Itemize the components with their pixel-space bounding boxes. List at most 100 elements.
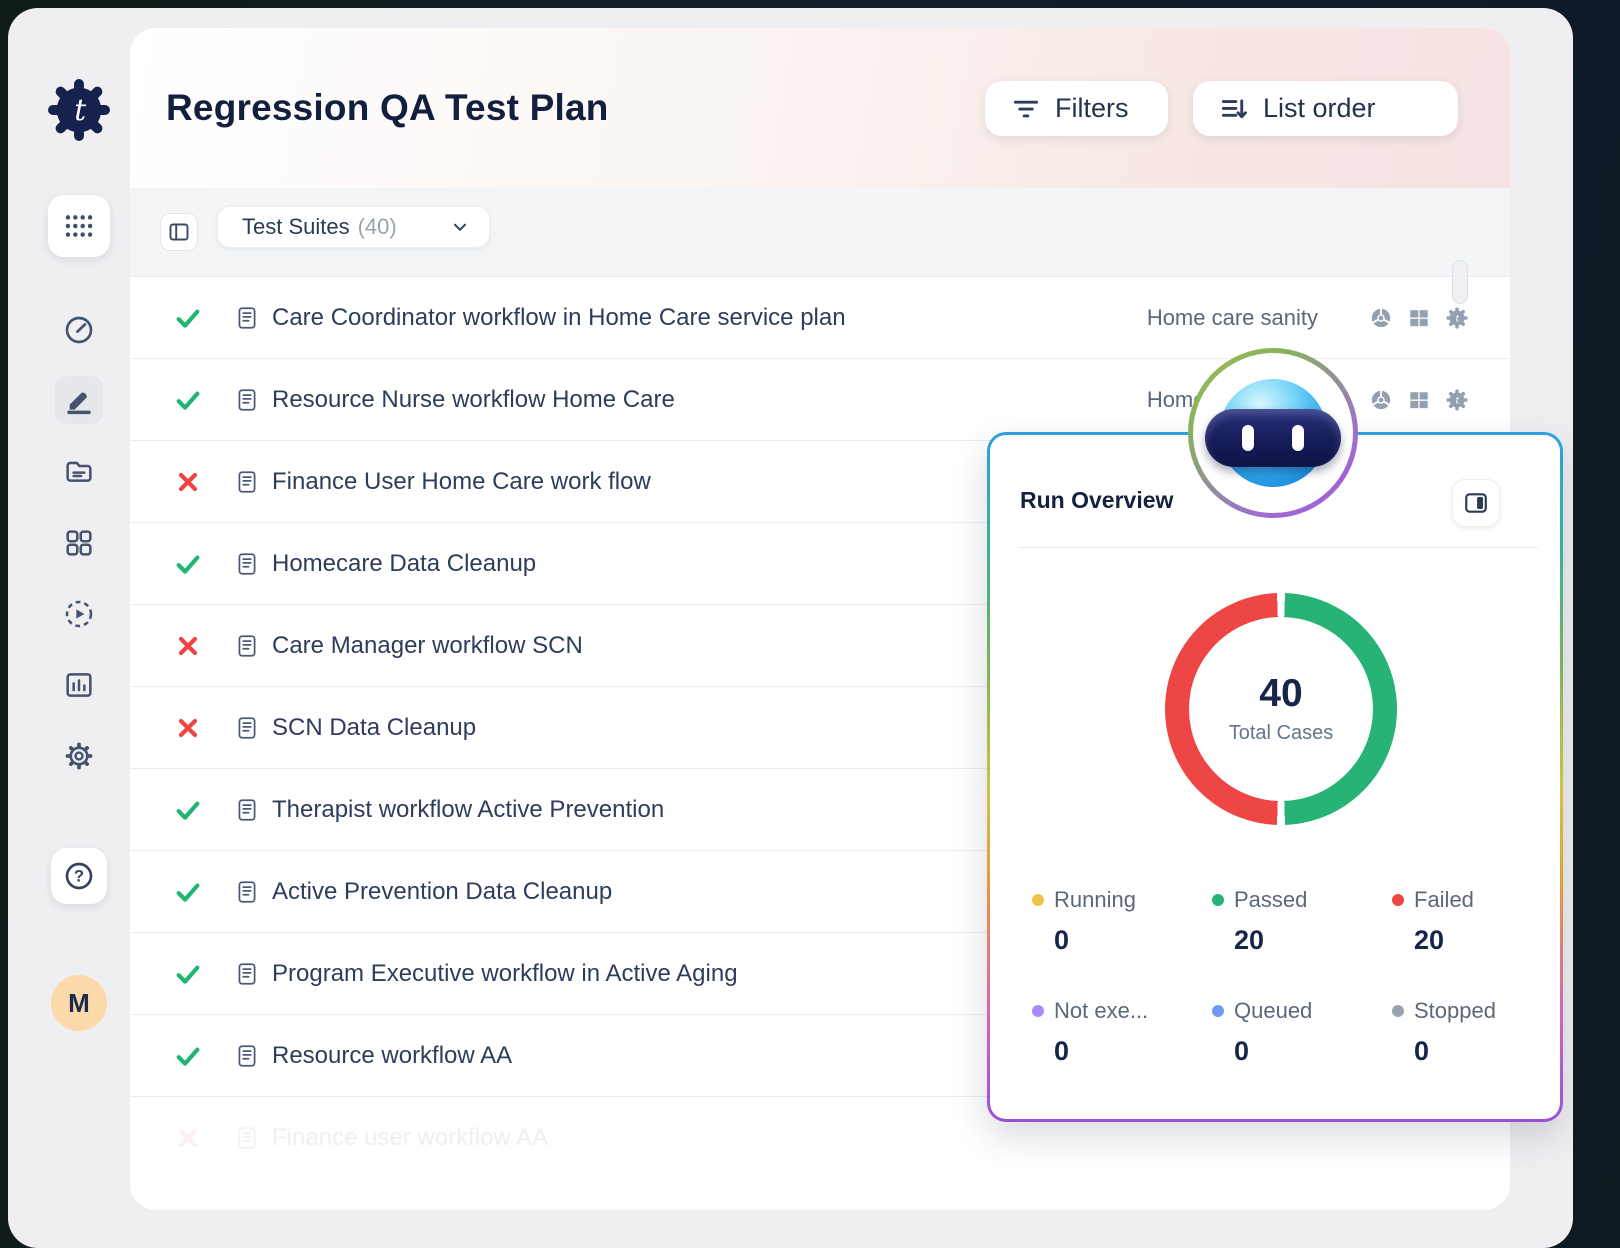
chevron-down-icon — [449, 216, 471, 238]
document-icon — [234, 469, 260, 495]
sidebar-item-elements[interactable] — [55, 519, 103, 567]
legend-item: Stopped 0 — [1392, 998, 1496, 1067]
apps-grid-button[interactable] — [48, 195, 110, 257]
legend-value: 20 — [1234, 925, 1265, 955]
help-button[interactable]: ? — [51, 848, 107, 904]
check-icon — [176, 883, 200, 902]
legend-value: 0 — [1234, 1036, 1250, 1066]
total-cases-label: Total Cases — [1228, 721, 1334, 744]
bot-eye-right — [1292, 425, 1304, 451]
svg-text:t: t — [1455, 395, 1459, 406]
row-suite-name: Home care sanity — [1146, 305, 1318, 330]
sidebar-item-runs[interactable] — [55, 590, 103, 638]
x-icon — [178, 718, 198, 738]
status-icon — [174, 304, 202, 332]
legend-dot — [1032, 1005, 1044, 1017]
bot-eye-left — [1242, 425, 1254, 451]
status-icon — [174, 796, 202, 824]
row-name: Resource Nurse workflow Home Care — [272, 386, 675, 413]
legend-label: Queued — [1234, 998, 1313, 1023]
document-icon — [234, 715, 260, 741]
legend-grid: Running 0 Passed 20 Failed 20 Not exe...… — [1032, 887, 1496, 1067]
pencil-icon — [67, 392, 91, 415]
donut-chart: 40 Total Cases — [1165, 593, 1397, 825]
folder-icon — [66, 461, 92, 482]
chrome-icon — [1370, 307, 1392, 329]
list-order-label: List order — [1263, 93, 1376, 123]
sidebar-item-projects[interactable] — [55, 448, 103, 496]
sidebar: t — [8, 8, 130, 1248]
test-row[interactable]: Care Coordinator workflow in Home Care s… — [130, 277, 1510, 359]
document-icon — [234, 551, 260, 577]
sidebar-item-reports[interactable] — [55, 661, 103, 709]
row-name: SCN Data Cleanup — [272, 714, 477, 741]
legend-item: Not exe... 0 — [1032, 998, 1212, 1067]
status-icon — [174, 632, 202, 660]
scrollbar-thumb[interactable] — [1452, 260, 1468, 304]
legend-value: 0 — [1054, 1036, 1070, 1066]
bot-visor — [1205, 409, 1341, 467]
panel-left-icon — [169, 223, 189, 241]
user-avatar[interactable]: M — [51, 975, 107, 1031]
legend-label: Stopped — [1414, 998, 1496, 1023]
bot-avatar-ring — [1193, 353, 1353, 513]
squares-grid-icon — [66, 530, 92, 556]
expand-panel-button[interactable] — [1452, 479, 1500, 527]
filters-button[interactable]: Filters — [985, 81, 1168, 136]
legend-label: Failed — [1414, 887, 1474, 912]
legend-dot — [1212, 1005, 1224, 1017]
row-name: Resource workflow AA — [272, 1042, 513, 1069]
legend-dot — [1032, 894, 1044, 906]
help-icon: ? — [65, 862, 93, 890]
donut-center: 40 Total Cases — [1189, 617, 1373, 801]
sort-icon — [1221, 98, 1247, 118]
legend-item: Passed 20 — [1212, 887, 1392, 956]
windows-icon — [1408, 389, 1430, 411]
document-icon — [234, 1043, 260, 1069]
suites-count: (40) — [357, 214, 397, 239]
document-icon — [234, 633, 260, 659]
windows-icon — [1408, 307, 1430, 329]
check-icon — [176, 555, 200, 574]
row-name: Therapist workflow Active Prevention — [272, 796, 665, 823]
status-icon — [174, 1124, 202, 1152]
gear-icon — [65, 742, 93, 770]
legend-label: Not exe... — [1054, 998, 1149, 1023]
legend-item: Running 0 — [1032, 887, 1212, 956]
document-icon — [234, 387, 260, 413]
panel-toggle-button[interactable] — [160, 213, 198, 251]
document-icon — [234, 961, 260, 987]
play-circle-icon — [65, 600, 93, 628]
apps-grid-icon — [65, 215, 93, 237]
filter-icon — [1013, 100, 1039, 117]
status-icon — [174, 1042, 202, 1070]
run-overview-title: Run Overview — [1020, 487, 1174, 513]
status-icon — [174, 960, 202, 988]
status-icon — [174, 386, 202, 414]
x-icon — [178, 472, 198, 492]
bot-avatar[interactable] — [1188, 348, 1358, 518]
legend-label: Passed — [1234, 887, 1308, 912]
x-icon — [178, 1128, 198, 1148]
app-window: t — [8, 8, 1573, 1248]
run-overview-panel: Run Overview 40 Total Cases Running 0 — [987, 432, 1563, 1122]
legend-dot — [1392, 894, 1404, 906]
legend-label: Running — [1054, 887, 1136, 912]
sidebar-item-settings[interactable] — [55, 732, 103, 780]
row-name: Program Executive workflow in Active Agi… — [272, 960, 738, 987]
testsigma-logo[interactable]: t — [48, 79, 110, 141]
legend-item: Queued 0 — [1212, 998, 1392, 1067]
legend-value: 0 — [1054, 925, 1070, 955]
list-order-button[interactable]: List order — [1193, 81, 1458, 136]
row-name: Care Coordinator workflow in Home Care s… — [272, 304, 846, 331]
bar-chart-icon — [66, 673, 92, 697]
divider — [1018, 547, 1538, 548]
status-icon — [174, 468, 202, 496]
sidebar-item-tests[interactable] — [55, 376, 103, 424]
test-suites-dropdown[interactable]: Test Suites (40) — [217, 206, 490, 248]
list-toolbar: Test Suites (40) — [130, 188, 1510, 277]
sidebar-item-dashboard[interactable] — [55, 306, 103, 354]
document-icon — [234, 879, 260, 905]
logo-letter: t — [74, 93, 86, 128]
check-icon — [176, 309, 200, 328]
